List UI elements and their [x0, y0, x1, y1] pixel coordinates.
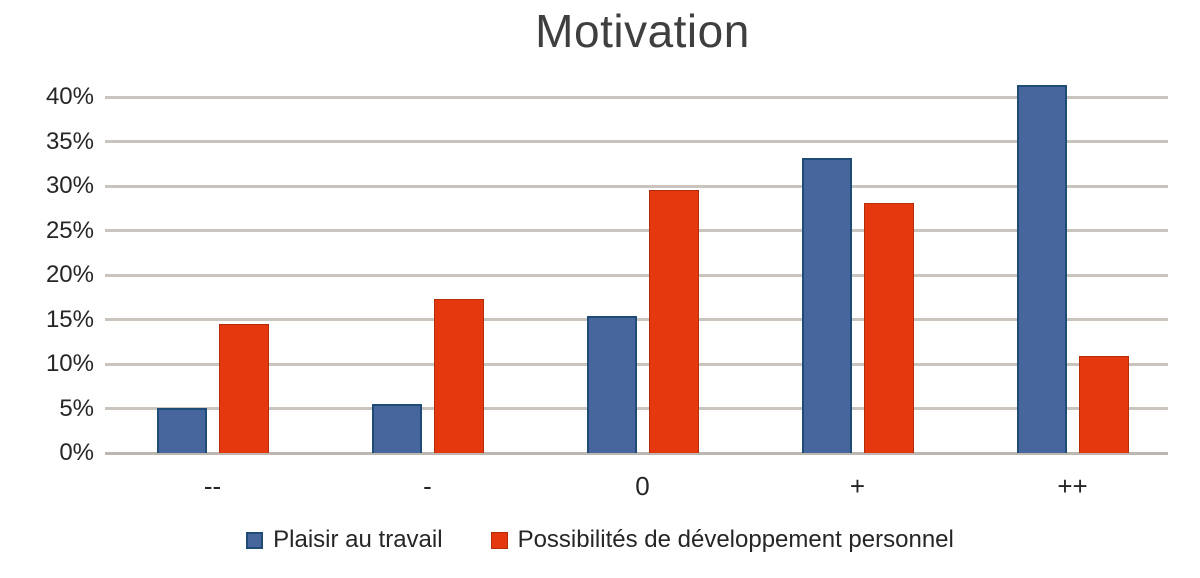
bar-series-2-cat-3 — [648, 190, 699, 453]
y-axis-tick-label: 15% — [45, 305, 94, 333]
chart-title: Motivation — [535, 5, 750, 57]
y-axis-tick-label: 10% — [45, 350, 94, 377]
gridline — [105, 229, 1168, 232]
x-axis-tick-label: -- — [203, 471, 222, 501]
y-axis-tick-label: 25% — [45, 216, 94, 244]
bar-series-1-cat-2 — [371, 404, 422, 453]
y-axis-tick-label: 0% — [59, 439, 94, 466]
plot-area — [105, 84, 1180, 455]
legend-item-1: Plaisir au travail — [246, 526, 443, 554]
gridline — [105, 362, 1168, 366]
legend: Plaisir au travail Possibilités de dévelo… — [0, 526, 1200, 554]
legend-color-swatch-icon — [246, 531, 264, 549]
bar-series-1-cat-1 — [156, 407, 207, 453]
legend-label: Plaisir au travail — [273, 526, 443, 553]
x-axis-tick-label: 0 — [635, 471, 650, 501]
x-axis-tick-label: ++ — [1057, 471, 1088, 501]
y-axis-tick-label: 5% — [59, 394, 94, 422]
gridline — [105, 184, 1168, 188]
bar-series-1-cat-5 — [1016, 84, 1067, 453]
bar-series-2-cat-2 — [433, 299, 484, 453]
legend-color-swatch-icon — [490, 531, 508, 549]
bar-series-2-cat-5 — [1078, 356, 1129, 453]
y-axis-tick-label: 20% — [45, 261, 94, 288]
y-axis-tick-label: 40% — [45, 83, 94, 110]
gridline — [105, 407, 1168, 410]
x-axis-line — [105, 451, 1168, 455]
gridline — [105, 318, 1168, 321]
legend-item-2: Possibilités de développement personnel — [490, 526, 954, 554]
gridline — [105, 140, 1168, 143]
bar-series-1-cat-4 — [801, 158, 852, 453]
bar-series-1-cat-3 — [586, 315, 637, 453]
bar-series-2-cat-1 — [218, 323, 269, 453]
y-axis-tick-label: 35% — [45, 127, 94, 155]
x-axis-tick-label: + — [849, 471, 866, 501]
gridline — [105, 95, 1168, 99]
legend-label: Possibilités de développement personnel — [517, 526, 954, 553]
bar-series-2-cat-4 — [863, 202, 914, 453]
y-axis-tick-label: 30% — [45, 172, 94, 199]
x-axis-tick-label: - — [423, 471, 432, 501]
gridline — [105, 273, 1168, 277]
